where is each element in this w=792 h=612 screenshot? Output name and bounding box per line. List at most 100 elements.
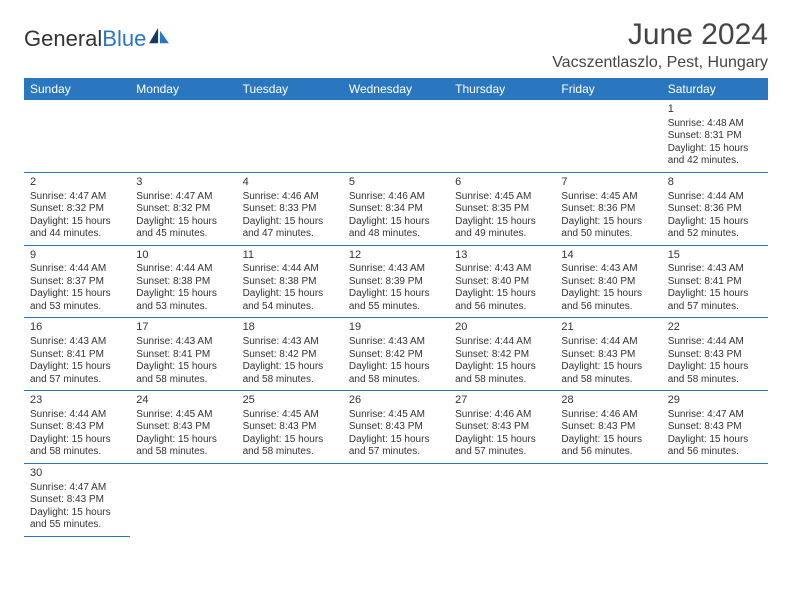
day-info-line: Sunrise: 4:45 AM: [349, 409, 443, 422]
weekday-header: Tuesday: [237, 78, 343, 100]
calendar-week-row: 9Sunrise: 4:44 AMSunset: 8:37 PMDaylight…: [24, 245, 768, 318]
weekday-header: Saturday: [662, 78, 768, 100]
day-info-line: and 53 minutes.: [30, 301, 124, 314]
day-info-line: and 57 minutes.: [30, 374, 124, 387]
calendar-cell: [449, 100, 555, 172]
day-info-line: Sunset: 8:43 PM: [30, 421, 124, 434]
day-info-line: Daylight: 15 hours: [30, 434, 124, 447]
day-info-line: Sunrise: 4:46 AM: [349, 191, 443, 204]
calendar-cell: 15Sunrise: 4:43 AMSunset: 8:41 PMDayligh…: [662, 245, 768, 318]
day-number: 4: [243, 176, 337, 190]
day-info-line: and 58 minutes.: [349, 374, 443, 387]
day-number: 16: [30, 321, 124, 335]
day-number: 13: [455, 249, 549, 263]
day-info-line: Daylight: 15 hours: [455, 361, 549, 374]
day-info-line: Daylight: 15 hours: [136, 216, 230, 229]
day-info-line: Sunrise: 4:43 AM: [561, 263, 655, 276]
day-info-line: and 49 minutes.: [455, 228, 549, 241]
calendar-cell: [662, 463, 768, 536]
day-info-line: Daylight: 15 hours: [668, 434, 762, 447]
logo: GeneralBlue: [24, 26, 170, 52]
day-number: 26: [349, 394, 443, 408]
day-info-line: and 55 minutes.: [30, 519, 124, 532]
month-title: June 2024: [552, 18, 768, 52]
day-info-line: Sunrise: 4:48 AM: [668, 118, 762, 131]
day-info-line: and 56 minutes.: [668, 446, 762, 459]
day-info-line: Sunset: 8:43 PM: [30, 494, 124, 507]
day-info-line: Daylight: 15 hours: [30, 507, 124, 520]
day-number: 29: [668, 394, 762, 408]
day-info-line: and 56 minutes.: [455, 301, 549, 314]
logo-text-2: Blue: [102, 26, 146, 52]
day-info-line: Sunrise: 4:46 AM: [561, 409, 655, 422]
day-number: 25: [243, 394, 337, 408]
day-info-line: and 57 minutes.: [668, 301, 762, 314]
calendar-body: 1Sunrise: 4:48 AMSunset: 8:31 PMDaylight…: [24, 100, 768, 536]
day-info-line: Sunrise: 4:43 AM: [668, 263, 762, 276]
calendar-cell: 11Sunrise: 4:44 AMSunset: 8:38 PMDayligh…: [237, 245, 343, 318]
title-block: June 2024 Vacszentlaszlo, Pest, Hungary: [552, 18, 768, 72]
day-info-line: Sunrise: 4:45 AM: [455, 191, 549, 204]
calendar-cell: 26Sunrise: 4:45 AMSunset: 8:43 PMDayligh…: [343, 391, 449, 464]
day-info-line: Sunset: 8:36 PM: [668, 203, 762, 216]
day-info-line: Daylight: 15 hours: [455, 288, 549, 301]
day-number: 11: [243, 249, 337, 263]
logo-sail-icon: [148, 27, 170, 45]
day-info-line: and 44 minutes.: [30, 228, 124, 241]
day-info-line: and 45 minutes.: [136, 228, 230, 241]
calendar-cell: 12Sunrise: 4:43 AMSunset: 8:39 PMDayligh…: [343, 245, 449, 318]
day-info-line: Sunrise: 4:44 AM: [668, 191, 762, 204]
day-info-line: Sunset: 8:42 PM: [243, 349, 337, 362]
day-info-line: Sunset: 8:40 PM: [561, 276, 655, 289]
day-info-line: Sunset: 8:35 PM: [455, 203, 549, 216]
day-info-line: Daylight: 15 hours: [455, 216, 549, 229]
calendar-cell: 20Sunrise: 4:44 AMSunset: 8:42 PMDayligh…: [449, 318, 555, 391]
calendar-cell: [24, 100, 130, 172]
day-info-line: and 58 minutes.: [136, 446, 230, 459]
day-info-line: Sunset: 8:41 PM: [136, 349, 230, 362]
day-info-line: Sunrise: 4:47 AM: [136, 191, 230, 204]
calendar-cell: [237, 100, 343, 172]
calendar-cell: 16Sunrise: 4:43 AMSunset: 8:41 PMDayligh…: [24, 318, 130, 391]
calendar-week-row: 2Sunrise: 4:47 AMSunset: 8:32 PMDaylight…: [24, 172, 768, 245]
day-info-line: Daylight: 15 hours: [30, 361, 124, 374]
day-info-line: and 58 minutes.: [243, 374, 337, 387]
calendar-cell: 8Sunrise: 4:44 AMSunset: 8:36 PMDaylight…: [662, 172, 768, 245]
calendar-cell: 25Sunrise: 4:45 AMSunset: 8:43 PMDayligh…: [237, 391, 343, 464]
day-number: 24: [136, 394, 230, 408]
day-info-line: Sunrise: 4:43 AM: [30, 336, 124, 349]
calendar-cell: 2Sunrise: 4:47 AMSunset: 8:32 PMDaylight…: [24, 172, 130, 245]
day-info-line: and 54 minutes.: [243, 301, 337, 314]
day-info-line: Sunrise: 4:44 AM: [668, 336, 762, 349]
day-info-line: Daylight: 15 hours: [668, 288, 762, 301]
calendar-week-row: 23Sunrise: 4:44 AMSunset: 8:43 PMDayligh…: [24, 391, 768, 464]
day-info-line: Sunset: 8:43 PM: [349, 421, 443, 434]
day-number: 17: [136, 321, 230, 335]
day-info-line: Sunrise: 4:44 AM: [561, 336, 655, 349]
day-info-line: and 48 minutes.: [349, 228, 443, 241]
day-number: 28: [561, 394, 655, 408]
day-info-line: Sunrise: 4:47 AM: [30, 482, 124, 495]
day-info-line: Daylight: 15 hours: [136, 361, 230, 374]
header: GeneralBlue June 2024 Vacszentlaszlo, Pe…: [24, 18, 768, 72]
day-info-line: and 58 minutes.: [30, 446, 124, 459]
day-number: 23: [30, 394, 124, 408]
day-info-line: Daylight: 15 hours: [243, 216, 337, 229]
day-info-line: Sunset: 8:38 PM: [243, 276, 337, 289]
day-info-line: Sunset: 8:34 PM: [349, 203, 443, 216]
calendar-cell: 4Sunrise: 4:46 AMSunset: 8:33 PMDaylight…: [237, 172, 343, 245]
calendar-cell: 7Sunrise: 4:45 AMSunset: 8:36 PMDaylight…: [555, 172, 661, 245]
day-info-line: Sunset: 8:43 PM: [243, 421, 337, 434]
day-info-line: and 56 minutes.: [561, 301, 655, 314]
weekday-header: Monday: [130, 78, 236, 100]
day-info-line: Daylight: 15 hours: [30, 288, 124, 301]
day-number: 1: [668, 103, 762, 117]
day-info-line: Sunset: 8:36 PM: [561, 203, 655, 216]
day-info-line: Sunrise: 4:46 AM: [243, 191, 337, 204]
day-info-line: and 52 minutes.: [668, 228, 762, 241]
day-info-line: and 55 minutes.: [349, 301, 443, 314]
calendar-cell: 18Sunrise: 4:43 AMSunset: 8:42 PMDayligh…: [237, 318, 343, 391]
calendar-cell: 1Sunrise: 4:48 AMSunset: 8:31 PMDaylight…: [662, 100, 768, 172]
day-number: 2: [30, 176, 124, 190]
day-info-line: and 57 minutes.: [349, 446, 443, 459]
